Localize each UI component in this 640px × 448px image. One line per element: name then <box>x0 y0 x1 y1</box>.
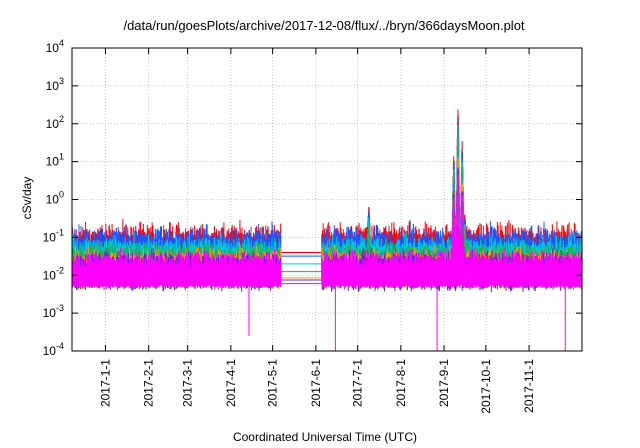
y-axis-label: cSv/day <box>20 177 34 220</box>
x-axis-ticks: 2017-1-1 2017-2-1 2017-3-1 2017-4-1 2017-5-1… <box>98 48 536 414</box>
y-tick-label: 100 <box>46 190 64 207</box>
x-tick-label: 2017-3-1 <box>181 359 195 407</box>
y-tick-label: 10-4 <box>43 341 64 358</box>
x-tick-label: 2017-5-1 <box>266 359 280 407</box>
data-series <box>71 109 583 351</box>
y-tick-label: 102 <box>46 114 64 131</box>
y-tick-label: 104 <box>46 38 64 55</box>
chart-title: /data/run/goesPlots/archive/2017-12-08/f… <box>123 18 524 33</box>
x-tick-label: 2017-4-1 <box>224 359 238 407</box>
grid-lines <box>72 48 582 351</box>
y-tick-label: 10-1 <box>43 227 64 244</box>
x-tick-label: 2017-10-1 <box>479 359 493 414</box>
x-tick-label: 2017-1-1 <box>98 359 112 407</box>
y-tick-label: 103 <box>46 76 64 93</box>
y-tick-label: 101 <box>46 152 64 169</box>
y-tick-label: 10-2 <box>43 265 64 282</box>
x-tick-label: 2017-7-1 <box>351 359 365 407</box>
x-tick-label: 2017-11-1 <box>522 359 536 413</box>
y-axis-ticks: 10-4 10-3 10-2 10-1 100 101 102 103 104 <box>43 38 582 358</box>
x-tick-label: 2017-6-1 <box>309 359 323 407</box>
x-tick-label: 2017-2-1 <box>142 359 156 407</box>
y-tick-label: 10-3 <box>43 303 64 320</box>
x-tick-label: 2017-9-1 <box>437 359 451 407</box>
x-tick-label: 2017-8-1 <box>394 359 408 407</box>
x-axis-label: Coordinated Universal Time (UTC) <box>233 430 417 444</box>
